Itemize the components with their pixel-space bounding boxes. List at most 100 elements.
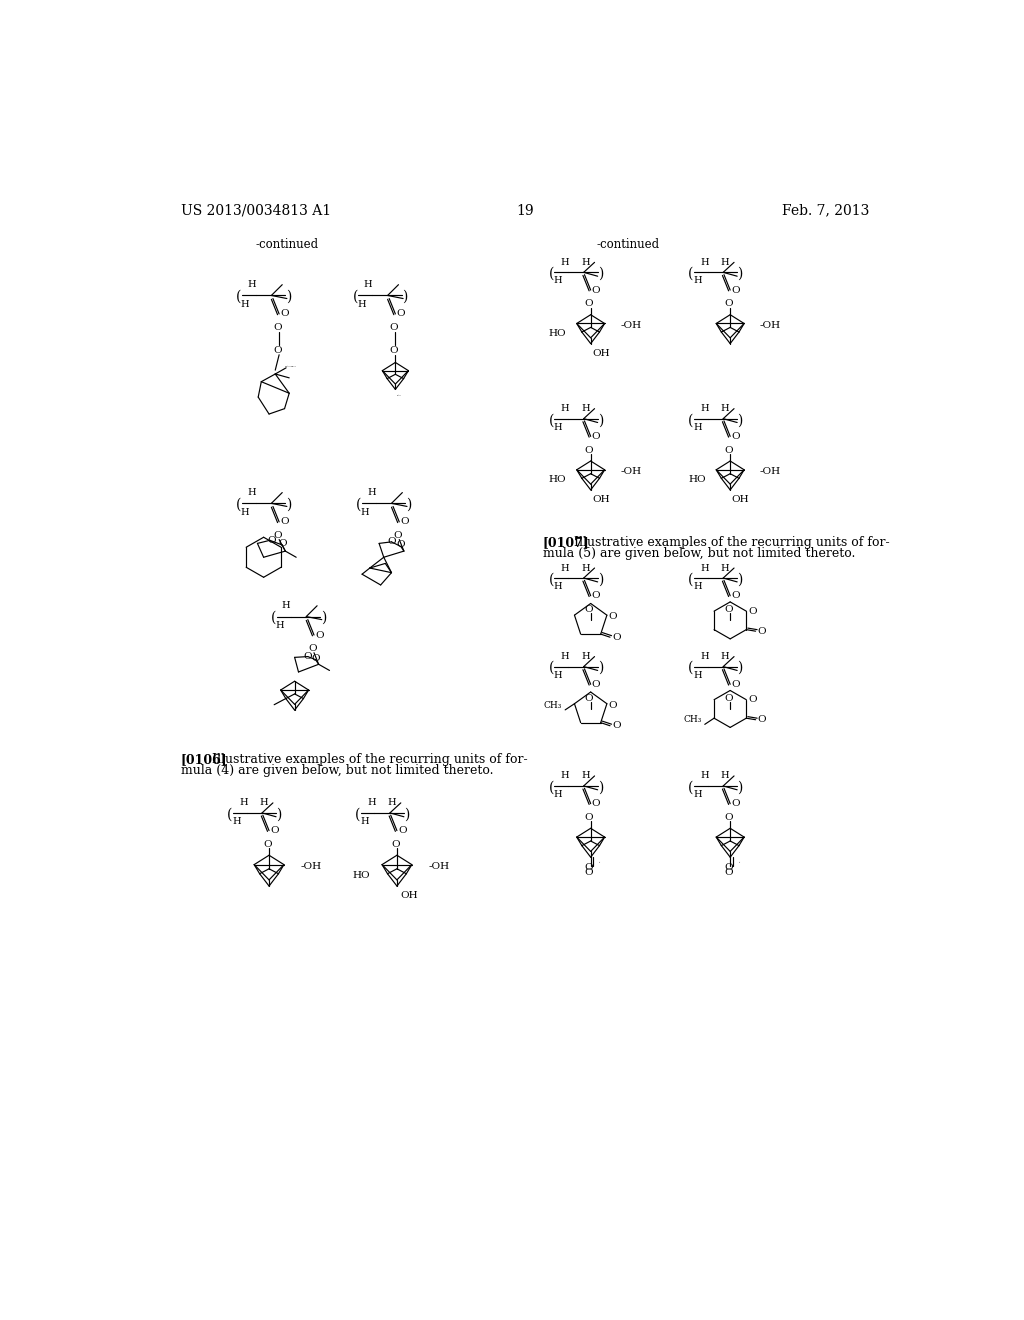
Text: H: H bbox=[232, 817, 241, 826]
Text: ): ) bbox=[404, 808, 410, 821]
Text: -OH: -OH bbox=[301, 862, 323, 871]
Text: O: O bbox=[731, 799, 740, 808]
Text: O: O bbox=[585, 813, 594, 822]
Text: O: O bbox=[263, 840, 271, 849]
Text: O: O bbox=[609, 612, 617, 622]
Text: O: O bbox=[724, 300, 733, 309]
Text: H: H bbox=[721, 771, 729, 780]
Text: H: H bbox=[275, 622, 285, 630]
Text: ): ) bbox=[598, 780, 603, 795]
Text: H: H bbox=[581, 257, 590, 267]
Text: O: O bbox=[303, 652, 312, 661]
Text: O: O bbox=[585, 446, 594, 454]
Text: H: H bbox=[367, 488, 376, 498]
Text: (: ( bbox=[549, 780, 554, 795]
Text: O: O bbox=[612, 721, 621, 730]
Text: O: O bbox=[315, 631, 324, 639]
Text: H: H bbox=[721, 652, 729, 661]
Text: O: O bbox=[731, 591, 740, 601]
Text: O: O bbox=[724, 869, 733, 876]
Text: ): ) bbox=[737, 267, 743, 281]
Text: O: O bbox=[389, 346, 398, 355]
Text: H: H bbox=[259, 799, 268, 808]
Text: O: O bbox=[758, 715, 766, 725]
Text: ): ) bbox=[737, 780, 743, 795]
Text: O: O bbox=[724, 863, 733, 873]
Text: H: H bbox=[721, 564, 729, 573]
Text: H: H bbox=[561, 564, 569, 573]
Text: Illustrative examples of the recurring units of for-: Illustrative examples of the recurring u… bbox=[212, 752, 527, 766]
Text: O: O bbox=[273, 346, 282, 355]
Text: O: O bbox=[273, 323, 282, 333]
Text: O: O bbox=[724, 446, 733, 454]
Text: H: H bbox=[561, 404, 569, 413]
Text: (: ( bbox=[237, 290, 242, 304]
Text: O: O bbox=[749, 696, 757, 704]
Text: (: ( bbox=[271, 611, 276, 626]
Text: H: H bbox=[561, 257, 569, 267]
Text: H: H bbox=[700, 652, 709, 661]
Text: ): ) bbox=[737, 661, 743, 675]
Text: O: O bbox=[731, 285, 740, 294]
Text: [0106]: [0106] bbox=[180, 752, 227, 766]
Text: (: ( bbox=[237, 498, 242, 512]
Text: H: H bbox=[554, 789, 562, 799]
Text: O: O bbox=[724, 813, 733, 822]
Text: O: O bbox=[387, 537, 396, 546]
Text: O: O bbox=[585, 694, 594, 702]
Text: H: H bbox=[700, 257, 709, 267]
Text: (: ( bbox=[352, 290, 357, 304]
Text: O̸: O̸ bbox=[599, 861, 600, 862]
Text: O: O bbox=[609, 701, 617, 710]
Text: H: H bbox=[561, 771, 569, 780]
Text: HO: HO bbox=[549, 475, 566, 484]
Text: O: O bbox=[592, 432, 600, 441]
Text: H: H bbox=[241, 508, 249, 517]
Text: H: H bbox=[240, 799, 248, 808]
Text: H: H bbox=[554, 582, 562, 591]
Text: H: H bbox=[360, 817, 369, 826]
Text: O: O bbox=[267, 536, 275, 545]
Text: ): ) bbox=[321, 611, 326, 626]
Text: H: H bbox=[357, 300, 366, 309]
Text: -OH: -OH bbox=[621, 467, 641, 475]
Text: methyl implied: methyl implied bbox=[285, 366, 295, 367]
Text: H: H bbox=[721, 404, 729, 413]
Text: O: O bbox=[585, 863, 594, 873]
Text: H: H bbox=[360, 508, 370, 517]
Text: O: O bbox=[311, 653, 319, 663]
Text: ): ) bbox=[598, 267, 603, 281]
Text: OH: OH bbox=[592, 495, 610, 504]
Text: O: O bbox=[393, 531, 402, 540]
Text: -OH: -OH bbox=[760, 321, 780, 330]
Text: H: H bbox=[581, 652, 590, 661]
Text: ): ) bbox=[406, 498, 412, 512]
Text: O: O bbox=[585, 869, 594, 876]
Text: OH: OH bbox=[732, 495, 750, 504]
Text: O: O bbox=[758, 627, 766, 636]
Text: H: H bbox=[554, 671, 562, 680]
Text: O: O bbox=[592, 285, 600, 294]
Text: CH₃: CH₃ bbox=[683, 715, 701, 725]
Text: methyl: methyl bbox=[397, 395, 401, 396]
Text: O: O bbox=[585, 300, 594, 309]
Text: ): ) bbox=[598, 573, 603, 586]
Text: (: ( bbox=[549, 661, 554, 675]
Text: O: O bbox=[278, 539, 287, 548]
Text: ): ) bbox=[737, 573, 743, 586]
Text: O: O bbox=[308, 644, 316, 653]
Text: (: ( bbox=[227, 808, 232, 821]
Text: O: O bbox=[612, 632, 621, 642]
Text: H: H bbox=[581, 564, 590, 573]
Text: OH: OH bbox=[592, 348, 610, 358]
Text: -OH: -OH bbox=[621, 321, 641, 330]
Text: OH: OH bbox=[400, 891, 419, 900]
Text: O: O bbox=[391, 840, 399, 849]
Text: (: ( bbox=[354, 808, 360, 821]
Text: H: H bbox=[247, 280, 256, 289]
Text: (: ( bbox=[549, 267, 554, 281]
Text: H: H bbox=[554, 276, 562, 285]
Text: (: ( bbox=[688, 573, 693, 586]
Text: Feb. 7, 2013: Feb. 7, 2013 bbox=[781, 203, 869, 218]
Text: O: O bbox=[731, 432, 740, 441]
